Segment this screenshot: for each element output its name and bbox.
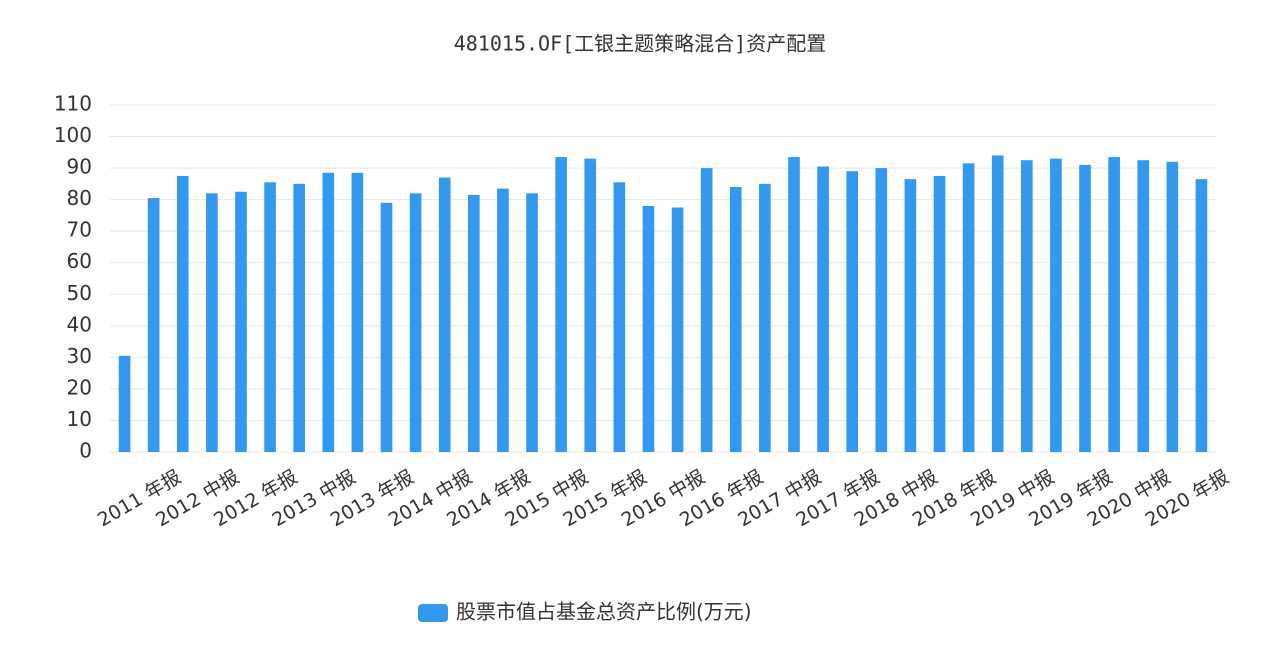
bar [700,168,713,452]
y-tick-label: 70 [67,218,92,242]
bar [1079,164,1091,452]
y-tick-label: 90 [67,155,92,179]
bar [206,193,218,452]
bar [1195,179,1208,452]
bar [933,175,946,452]
bar [147,198,160,452]
bar [380,202,393,452]
bar [526,193,538,452]
bar [1137,160,1150,453]
bar [555,157,567,453]
legend-swatch [418,604,448,622]
bar [671,207,684,452]
bar [1050,158,1062,453]
y-tick-label: 20 [67,375,92,399]
y-tick-label: 60 [67,249,92,273]
bar [642,205,655,452]
y-tick-label: 40 [67,312,92,336]
bar [817,166,829,452]
bar [729,187,742,452]
bar [497,188,509,452]
bar [1108,157,1120,453]
bar [1020,160,1033,453]
bar [875,168,888,452]
bar [438,177,451,452]
y-tick-label: 10 [67,407,92,431]
bar [293,183,306,452]
bar [584,158,597,453]
y-tick-label: 50 [67,281,92,305]
y-tick-label: 110 [54,92,92,116]
y-tick-label: 0 [79,439,92,463]
y-tick-label: 100 [54,123,92,147]
bar [235,191,247,452]
bar [351,172,364,452]
bar [991,155,1004,453]
bar [467,194,480,452]
bar [759,183,771,452]
bar [1166,161,1179,453]
legend-label: 股票市值占基金总资产比例(万元) [456,600,752,624]
bar [962,163,975,453]
bar [846,171,859,452]
y-tick-label: 30 [67,344,92,368]
bar [118,355,131,452]
chart-title: 481015.OF[工银主题策略混合]资产配置 [454,32,826,56]
bar [264,182,276,452]
bar [788,157,800,453]
bar [409,193,422,452]
bar [904,179,917,452]
bar [176,175,189,452]
bar [322,172,335,452]
bar [613,182,626,452]
y-tick-label: 80 [67,186,92,210]
